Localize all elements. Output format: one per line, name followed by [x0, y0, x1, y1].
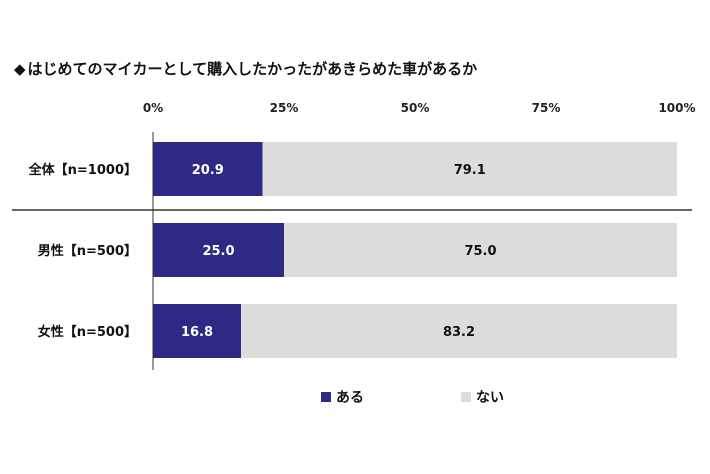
x-tick-label: 0%	[143, 101, 163, 115]
category-label: 男性【n=500】	[38, 243, 137, 259]
data-label: 79.1	[454, 163, 486, 178]
x-tick-label: 50%	[401, 101, 430, 115]
bar-segment-nai	[241, 304, 678, 358]
legend-swatch-aru	[321, 392, 331, 402]
legend-label-aru: ある	[336, 390, 364, 406]
bar-segment-nai	[284, 223, 677, 277]
bar-segment-aru	[153, 142, 263, 196]
data-label: 16.8	[181, 325, 213, 340]
data-label: 83.2	[443, 325, 475, 340]
x-tick-label: 100%	[658, 101, 695, 115]
title-marker-icon: ◆	[14, 60, 26, 78]
data-label: 20.9	[192, 163, 224, 178]
legend-swatch-nai	[461, 392, 471, 402]
legend-label-nai: ない	[476, 390, 504, 406]
data-label: 75.0	[464, 244, 496, 259]
bar-segment-aru	[153, 304, 242, 358]
bar-segment-aru	[153, 223, 284, 277]
chart-title-text: はじめてのマイカーとして購入したかったがあきらめた車があるか	[27, 60, 478, 78]
category-label: 全体【n=1000】	[28, 162, 137, 178]
x-tick-label: 25%	[270, 101, 299, 115]
bar-segment-nai	[262, 142, 677, 196]
chart-title: ◆ はじめてのマイカーとして購入したかったがあきらめた車があるか	[14, 58, 477, 79]
data-label: 25.0	[202, 244, 234, 259]
x-tick-label: 75%	[532, 101, 561, 115]
category-label: 女性【n=500】	[38, 324, 137, 340]
